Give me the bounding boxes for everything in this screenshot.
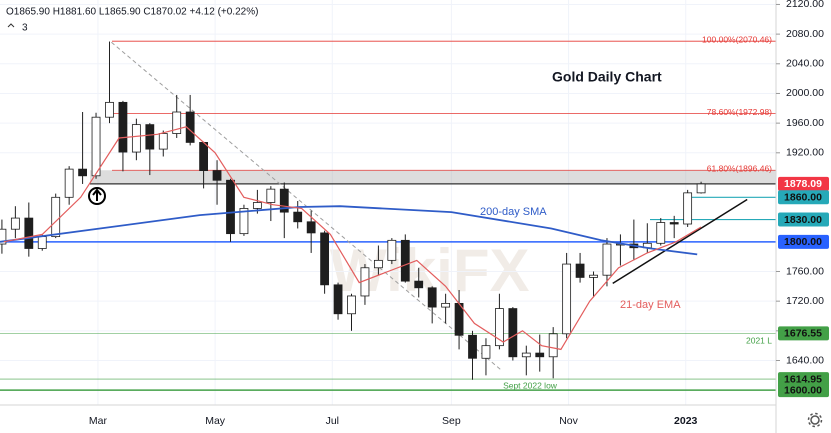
candle-body xyxy=(602,243,612,276)
price-tag xyxy=(778,326,829,341)
price-tag-label: 1676.55 xyxy=(784,328,822,340)
y-tick-label: 2040.00 xyxy=(786,58,824,70)
legend-sma: 200-day SMA xyxy=(480,206,547,218)
settings-icon[interactable] xyxy=(807,412,823,428)
candle-body xyxy=(535,352,545,358)
candle-body xyxy=(118,101,128,153)
candle-body xyxy=(562,263,572,335)
candle-body xyxy=(78,168,87,177)
candle-body xyxy=(495,308,504,347)
price-tag xyxy=(778,176,829,191)
candle-body xyxy=(266,188,276,203)
candle-body xyxy=(51,196,61,238)
price-tag xyxy=(778,190,829,205)
candle-body xyxy=(387,239,397,261)
candle-body xyxy=(212,170,222,181)
candle-body xyxy=(656,222,666,244)
candle-body xyxy=(427,287,437,308)
x-tick-label: 2023 xyxy=(674,415,698,427)
y-tick-label: 1640.00 xyxy=(786,354,824,366)
price-tag-label: 1600.00 xyxy=(784,384,822,396)
zone xyxy=(90,170,776,184)
price-tag-label: 1800.00 xyxy=(784,236,822,248)
y-tick-label: 1720.00 xyxy=(786,295,824,307)
y-tick-label: 2120.00 xyxy=(786,0,824,10)
x-tick-label: Nov xyxy=(559,415,578,427)
candle-body xyxy=(669,222,679,225)
candle-body xyxy=(508,308,518,358)
candle-body xyxy=(37,236,47,249)
price-tag-label: 1614.95 xyxy=(784,373,822,385)
arrow-icon xyxy=(88,187,106,205)
candle-body xyxy=(575,263,585,278)
candle-body xyxy=(279,188,289,213)
y-tick-label: 1960.00 xyxy=(786,117,824,129)
candle-body xyxy=(400,239,410,282)
price-tag xyxy=(778,383,829,398)
fib-label: 100.00%(2070.46) xyxy=(702,34,772,44)
candle-body xyxy=(521,352,531,358)
level-note: 2021 L xyxy=(746,336,772,346)
candle-body xyxy=(91,116,101,177)
candle-body xyxy=(306,221,316,234)
indicator-count: 3 xyxy=(22,23,28,34)
fib-label: 61.80%(1896.46) xyxy=(707,164,772,174)
indicator-line xyxy=(3,126,702,351)
candle-body xyxy=(347,295,356,315)
x-tick-label: Jul xyxy=(326,415,339,427)
candle-body xyxy=(226,179,235,235)
fib-label: 78.60%(1972.98) xyxy=(707,107,772,117)
candle-body xyxy=(24,217,34,249)
candle-body xyxy=(145,124,155,150)
x-tick-label: Mar xyxy=(89,415,108,427)
trendline xyxy=(612,198,748,284)
candle-body xyxy=(696,183,706,194)
collapse-icon[interactable] xyxy=(7,23,15,28)
y-tick-label: 2080.00 xyxy=(786,28,824,40)
candle-body xyxy=(468,334,477,359)
candle-body xyxy=(683,192,693,225)
legend-ema: 21-day EMA xyxy=(620,299,681,311)
candle-body xyxy=(414,280,424,289)
candle-body xyxy=(158,133,168,150)
candle-body xyxy=(199,142,209,172)
candle-body xyxy=(131,124,141,153)
y-tick-label: 2000.00 xyxy=(786,87,824,99)
candle-body xyxy=(373,259,383,269)
candle-body xyxy=(0,228,7,245)
candle-body xyxy=(252,202,262,209)
candle-body xyxy=(105,101,114,118)
candle-body xyxy=(481,345,491,359)
candle-body xyxy=(320,232,330,286)
price-tag-label: 1878.09 xyxy=(784,178,822,190)
ohlc-header: O1865.90 H1881.60 L1865.90 C1870.02 +4.1… xyxy=(6,7,258,18)
chart-title: Gold Daily Chart xyxy=(552,69,662,85)
candle-body xyxy=(293,211,303,223)
candle-body xyxy=(548,333,558,358)
price-tag-label: 1830.00 xyxy=(784,214,822,226)
candle-body xyxy=(172,111,182,134)
y-tick-label: 1760.00 xyxy=(786,265,824,277)
price-tag xyxy=(778,372,829,387)
x-tick-label: Sep xyxy=(442,415,461,427)
candle-body xyxy=(589,274,598,278)
level-note: Sept 2022 low xyxy=(503,380,558,390)
candle-body xyxy=(10,217,20,230)
candle-body xyxy=(64,168,74,198)
candle-body xyxy=(441,302,451,308)
price-tag xyxy=(778,234,829,249)
x-tick-label: May xyxy=(205,415,226,427)
price-tag-label: 1860.00 xyxy=(784,192,822,204)
candle-body xyxy=(239,208,249,235)
indicator-line xyxy=(0,205,698,256)
plot-area: WikiFX100.00%(2070.46)78.60%(1972.98)61.… xyxy=(0,0,776,405)
candle-body xyxy=(333,284,343,315)
price-tag xyxy=(778,212,829,227)
y-tick-label: 1920.00 xyxy=(786,147,824,159)
